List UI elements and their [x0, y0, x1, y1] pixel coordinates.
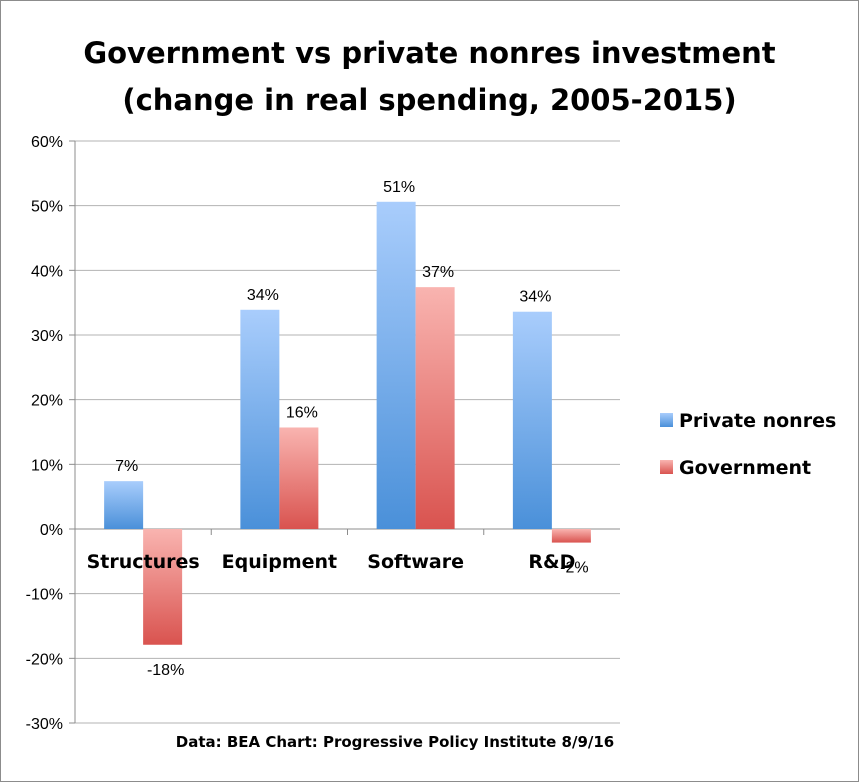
legend-swatch	[660, 413, 673, 427]
bar-private-nonres-equipment	[240, 309, 280, 529]
bar-private-nonres-software	[376, 201, 416, 529]
legend-label: Private nonres	[679, 410, 836, 432]
category-label: Structures	[87, 551, 200, 573]
y-tick-label: -10%	[26, 587, 63, 604]
y-tick-label: 10%	[31, 457, 63, 474]
data-label: 51%	[383, 179, 415, 196]
chart-title-line-2: (change in real spending, 2005-2015)	[122, 83, 737, 117]
y-axis: 60% 50% 40% 30% 20% 10% 0% -10% -20% -30%	[26, 134, 76, 733]
category-label: R&D	[528, 551, 575, 573]
legend-label: Government	[679, 457, 811, 479]
source-note: Data: BEA Chart: Progressive Policy Inst…	[175, 733, 615, 751]
y-tick-label: -20%	[26, 651, 63, 668]
bars	[104, 201, 591, 645]
data-label: 7%	[115, 458, 138, 475]
y-tick-label: 0%	[40, 522, 63, 539]
data-label: 34%	[519, 289, 551, 306]
bar-government-equipment	[279, 427, 319, 529]
data-label: 37%	[422, 264, 454, 281]
data-label: -18%	[147, 662, 184, 679]
category-label: Software	[367, 551, 464, 573]
bar-government-structures	[143, 529, 183, 645]
data-label: 16%	[286, 404, 318, 421]
y-tick-label: 30%	[31, 328, 63, 345]
chart-title: Government vs private nonres investment …	[0, 30, 859, 124]
data-label: -2%	[560, 560, 588, 577]
legend: Private nonres Government	[660, 410, 836, 479]
bar-private-nonres-r-d	[512, 311, 552, 529]
category-label: Equipment	[222, 551, 338, 573]
bar-government-software	[415, 287, 455, 529]
data-label: 34%	[247, 287, 279, 304]
y-tick-label: 60%	[31, 134, 63, 151]
category-labels: Structures Equipment Software R&D	[87, 529, 575, 573]
legend-swatch	[660, 460, 673, 474]
data-labels: 7% -18% 34% 16% 51% 37% 34% -2%	[115, 179, 589, 679]
bar-private-nonres-structures	[104, 481, 144, 529]
chart-title-line-1: Government vs private nonres investment	[83, 36, 776, 70]
y-tick-label: 20%	[31, 393, 63, 410]
y-tick-label: -30%	[26, 716, 63, 733]
y-tick-label: 40%	[31, 263, 63, 280]
y-tick-label: 50%	[31, 199, 63, 216]
bar-government-r-d	[551, 529, 591, 543]
